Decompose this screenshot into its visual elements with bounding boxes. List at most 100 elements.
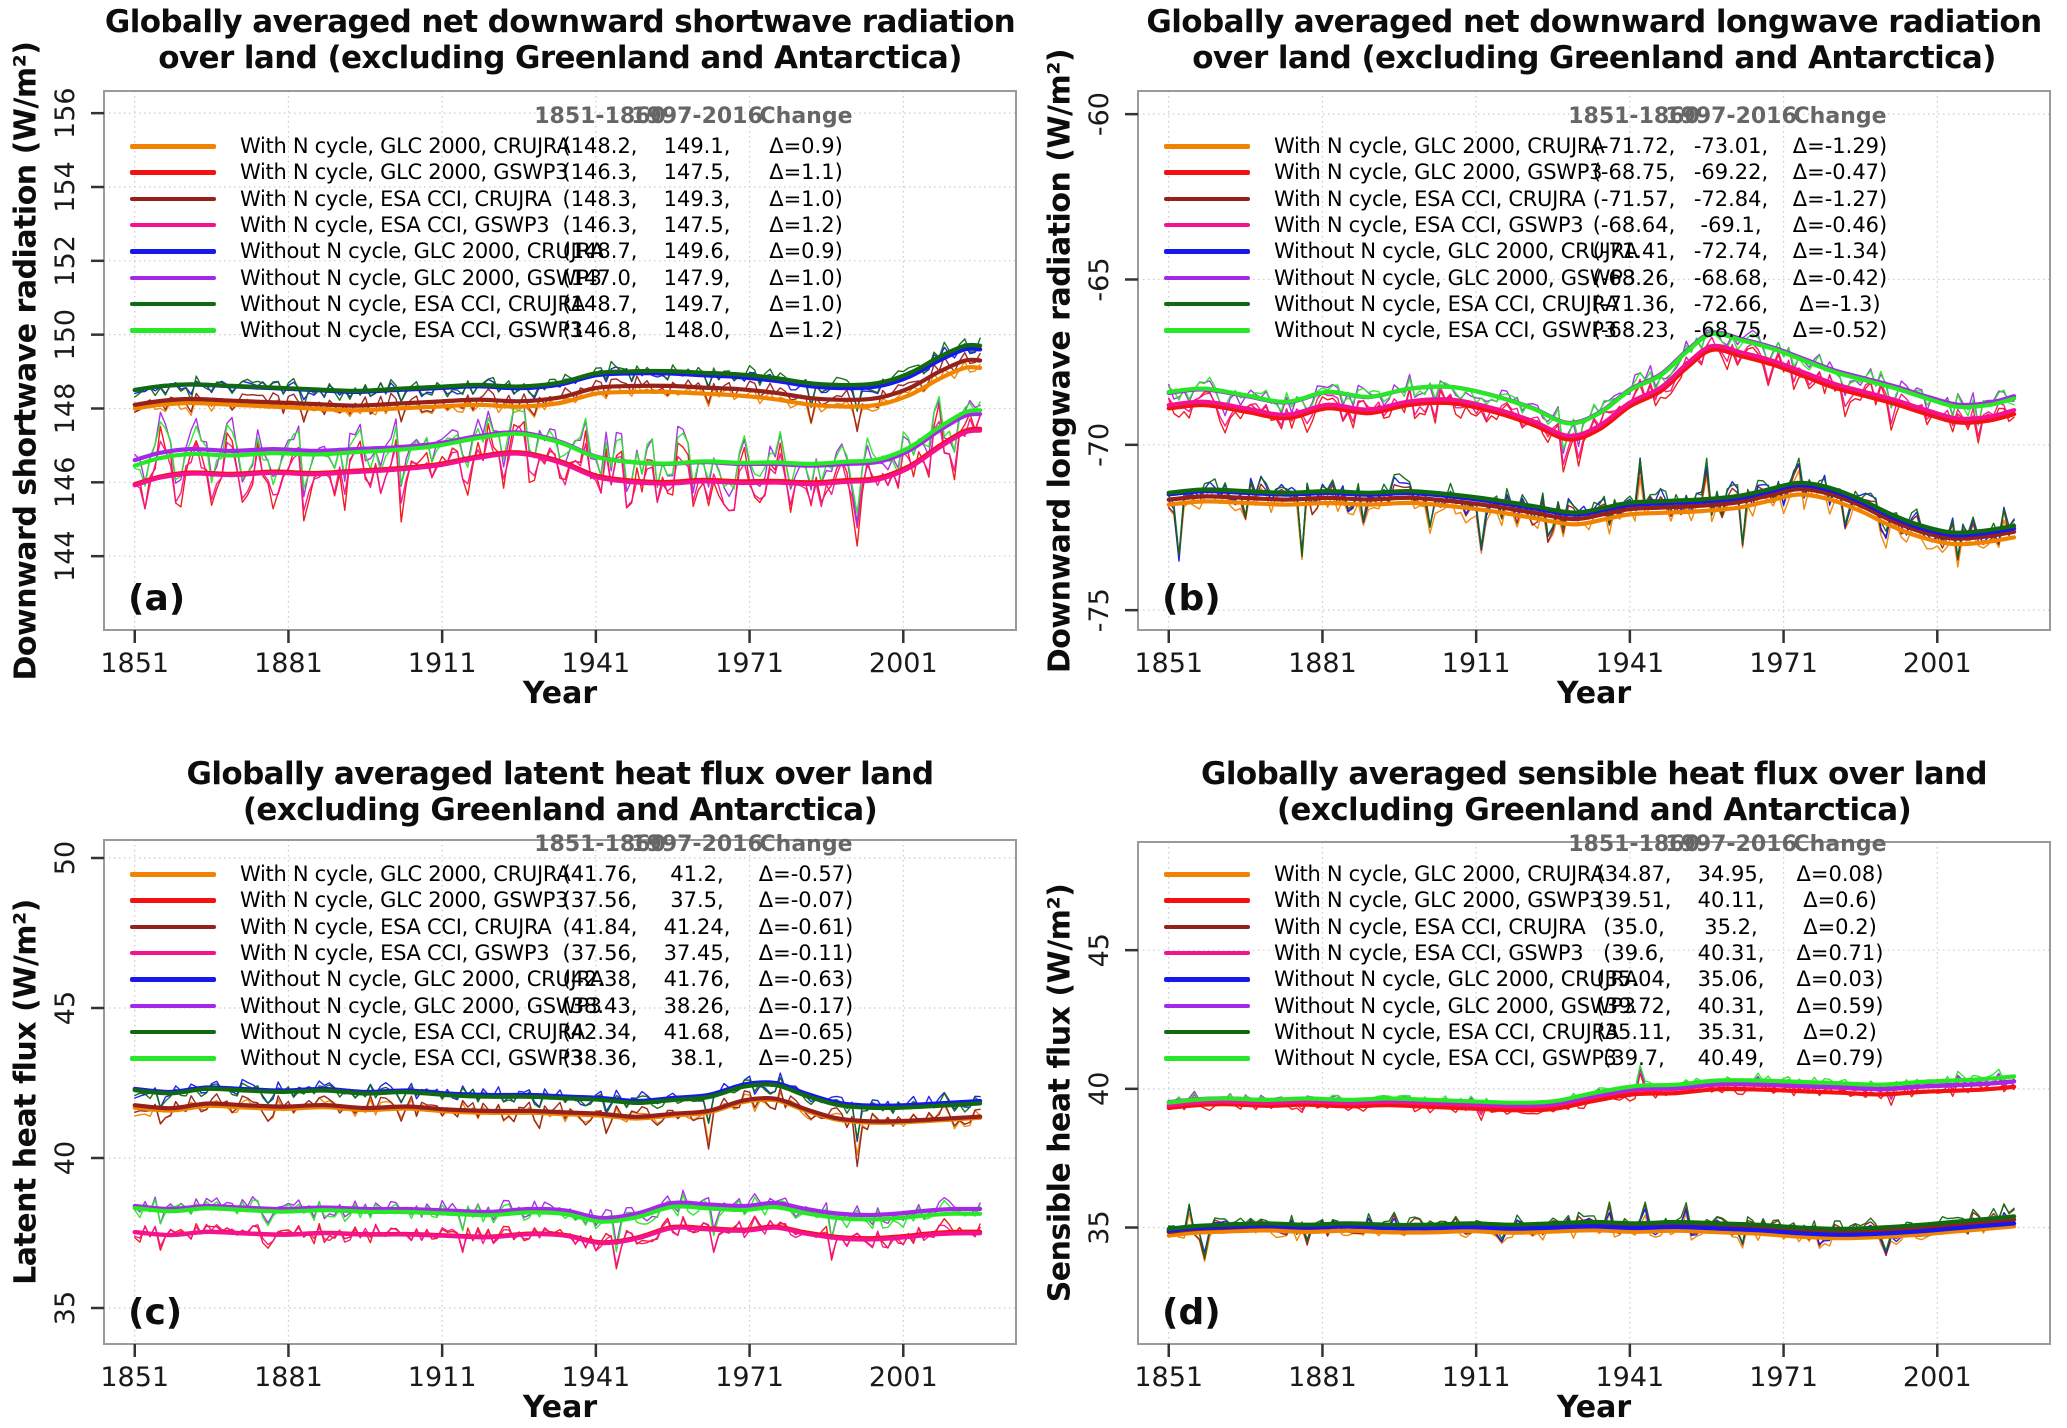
legend-stat-c3: Δ=1.0) — [769, 186, 843, 211]
smoothed-line-without-n-esacci-crujra — [132, 1082, 983, 1111]
legend-series-label: With N cycle, ESA CCI, CRUJRA — [1274, 186, 1586, 211]
x-tick-label: 1881 — [254, 1362, 323, 1393]
legend-stat-c3: Δ=0.08) — [1796, 862, 1884, 886]
legend-line-swatch-with-n-glc2000-gswp3 — [1164, 898, 1250, 903]
legend-stat-c3: Δ=-0.52) — [1792, 318, 1888, 343]
legend-stat-c2: 41.76, — [663, 967, 731, 992]
legend-row: Without N cycle, ESA CCI, CRUJRA (148.7, 1… — [0, 292, 900, 318]
legend-line-swatch-with-n-glc2000-crujra — [1164, 144, 1250, 149]
x-tick-label: 2001 — [869, 648, 938, 679]
legend-line-swatch-with-n-glc2000-crujra — [1164, 872, 1250, 877]
annual-line-with-n-esacci-gswp3 — [134, 415, 981, 529]
legend-stat-c1: (146.8, — [562, 318, 638, 343]
legend-line-swatch-without-n-glc2000-gswp3 — [1164, 1003, 1250, 1008]
legend-row: Without N cycle, GLC 2000, GSWP3 (147.0, 1… — [0, 266, 900, 292]
y-tick-label: 35 — [1084, 1210, 1115, 1244]
legend-stat-c1: (148.2, — [562, 134, 638, 158]
legend-stat-c3: Δ=-0.47) — [1792, 160, 1888, 185]
legend-row: With N cycle, ESA CCI, CRUJRA (-71.57, -72… — [1034, 187, 1934, 213]
annual-line-with-n-esacci-gswp3 — [134, 1216, 981, 1267]
legend-stat-c1: (39.7, — [1603, 1046, 1665, 1071]
legend-stat-c1: (35.11, — [1596, 1019, 1672, 1044]
legend-stat-c2: 35.2, — [1704, 914, 1758, 939]
legend-line-swatch-with-n-esacci-crujra — [1164, 924, 1250, 930]
smoothed-line-with-n-glc2000-crujra — [132, 364, 983, 413]
panel-title-line2: over land (excluding Greenland and Antar… — [158, 40, 962, 76]
smoothed-line-with-n-esacci-gswp3 — [132, 1225, 983, 1246]
smoothed-line-with-n-esacci-crujra — [132, 1095, 983, 1124]
legend-stat-c3: Δ=-0.25) — [758, 1046, 854, 1071]
legend-stat-c1: (146.3, — [562, 160, 638, 185]
y-tick-label: -60 — [1084, 92, 1115, 136]
smoothed-line-without-n-esacci-gswp3 — [1166, 331, 2017, 426]
x-tick-label: 1971 — [1749, 1362, 1818, 1393]
legend-stat-c2: -72.84, — [1693, 186, 1769, 211]
legend-line-swatch-without-n-glc2000-crujra — [130, 977, 216, 982]
annual-line-with-n-glc2000-gswp3 — [134, 1215, 981, 1270]
smoothed-line-without-n-esacci-gswp3 — [1166, 1074, 2017, 1105]
legend-stat-c1: (-71.41, — [1592, 239, 1676, 264]
legend-series-label: Without N cycle, GLC 2000, CRUJRA — [1274, 239, 1638, 264]
legend-stat-c1: (-71.36, — [1592, 291, 1676, 316]
legend-line-swatch-with-n-esacci-gswp3 — [1164, 222, 1250, 228]
legend-stat-c2: 40.31, — [1697, 940, 1765, 965]
legend-stat-c2: 149.7, — [663, 291, 731, 316]
annual-line-without-n-esacci-gswp3 — [134, 1193, 981, 1253]
data-series-lines — [132, 1072, 983, 1270]
legend-stat-c1: (41.84, — [562, 914, 638, 939]
legend-stat-c1: (35.04, — [1596, 967, 1672, 992]
x-tick-label: 1851 — [100, 1362, 169, 1393]
legend-series-label: Without N cycle, ESA CCI, CRUJRA — [1274, 291, 1619, 316]
y-tick-label: -70 — [1084, 423, 1115, 467]
legend-row: Without N cycle, ESA CCI, CRUJRA (-71.36,… — [1034, 292, 1934, 318]
legend-series-label: With N cycle, GLC 2000, CRUJRA — [1274, 862, 1605, 886]
legend-line-swatch-without-n-esacci-gswp3 — [130, 328, 216, 333]
legend-row: Without N cycle, GLC 2000, GSWP3 (39.72, 4… — [1034, 994, 1934, 1020]
legend-series-label: With N cycle, ESA CCI, CRUJRA — [240, 914, 552, 939]
y-tick-label: 146 — [50, 457, 81, 509]
y-tick-label: 35 — [50, 1291, 81, 1325]
x-tick-label: 1881 — [1288, 648, 1357, 679]
legend-line-swatch-without-n-glc2000-crujra — [1164, 249, 1250, 254]
gridlines — [104, 840, 1016, 1344]
legend-row: Without N cycle, GLC 2000, CRUJRA (35.04,… — [1034, 967, 1934, 993]
smoothed-line-without-n-esacci-crujra — [1166, 480, 2017, 535]
smoothed-line-without-n-glc2000-crujra — [1166, 1221, 2017, 1237]
legend-stat-c3: Δ=0.9) — [769, 134, 843, 158]
legend-line-swatch-with-n-esacci-crujra — [130, 196, 216, 202]
legend-series-label: With N cycle, ESA CCI, GSWP3 — [1274, 212, 1584, 237]
legend-series-label: Without N cycle, ESA CCI, GSWP3 — [1274, 318, 1617, 343]
legend-line-swatch-with-n-glc2000-gswp3 — [130, 170, 216, 175]
x-tick-label: 1971 — [715, 648, 784, 679]
panel-c-plot: 35 40 45 50 1851 1881 1911 1941 1971 2001 — [50, 839, 1017, 1393]
legend-stat-c1: (148.7, — [562, 291, 638, 316]
legend-series-label: With N cycle, GLC 2000, CRUJRA — [240, 134, 571, 158]
legend-series-label: With N cycle, GLC 2000, GSWP3 — [1274, 888, 1603, 913]
legend-series-label: Without N cycle, GLC 2000, CRUJRA — [1274, 967, 1638, 992]
legend-series-label: Without N cycle, ESA CCI, CRUJRA — [240, 291, 585, 316]
y-tick-label: 45 — [1084, 933, 1115, 967]
y-tick-label: 40 — [1084, 1072, 1115, 1106]
y-tick-label: 144 — [50, 530, 81, 582]
legend-series-label: With N cycle, GLC 2000, GSWP3 — [240, 888, 569, 913]
legend-series-label: Without N cycle, ESA CCI, GSWP3 — [240, 1046, 583, 1071]
legend-stat-c1: (39.51, — [1596, 888, 1672, 913]
legend-stat-c3: Δ=-0.46) — [1792, 212, 1888, 237]
legend-stat-c3: Δ=1.2) — [769, 318, 843, 343]
data-series-lines — [1166, 327, 2017, 568]
legend-stat-c2: -72.66, — [1693, 291, 1769, 316]
panel-letter: (d) — [1162, 1292, 1221, 1333]
smoothed-line-without-n-esacci-gswp3 — [132, 1204, 983, 1224]
legend-stat-c1: (-71.57, — [1592, 186, 1676, 211]
plot-border — [1137, 90, 2051, 631]
legend-stat-c2: 41.24, — [663, 914, 731, 939]
legend-stat-c3: Δ=1.1) — [769, 160, 843, 185]
legend-stat-c2: 37.5, — [670, 888, 724, 913]
legend-header-col1: 1851-1860 — [534, 832, 666, 857]
legend-stat-c3: Δ=-1.27) — [1792, 186, 1888, 211]
panel-letter: (a) — [128, 578, 186, 619]
y-tick-label: 152 — [50, 235, 81, 287]
annual-line-without-n-esacci-gswp3 — [134, 395, 981, 514]
panel-c: 35 40 45 50 1851 1881 1911 1941 1971 2001 Globally… — [0, 714, 1033, 1428]
gridlines — [1138, 91, 2050, 630]
